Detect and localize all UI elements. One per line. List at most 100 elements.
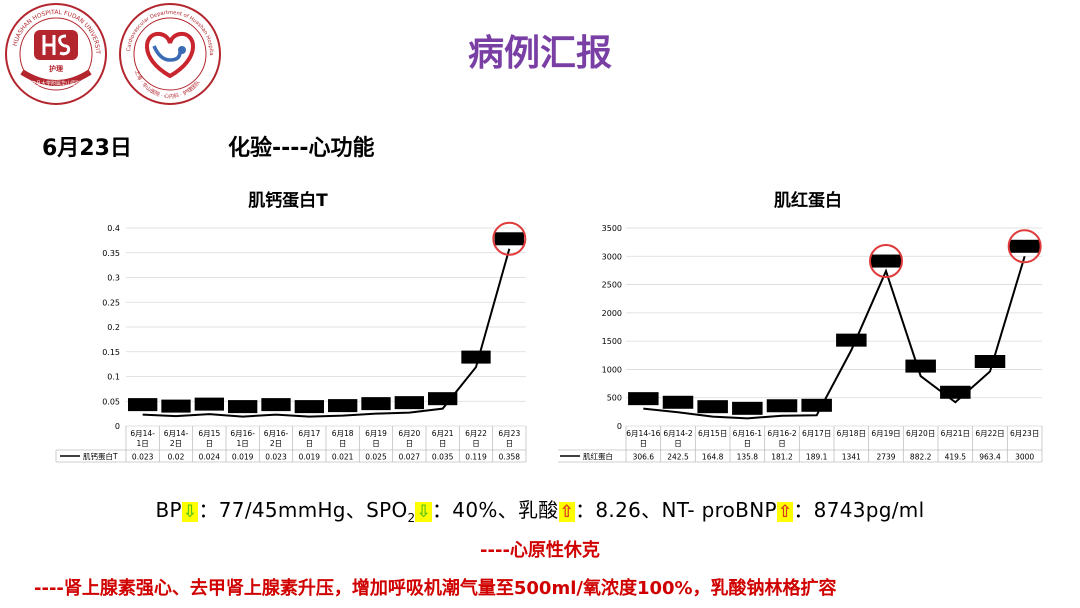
spo2-value: ：40%、 xyxy=(432,498,518,522)
data-point-marker xyxy=(394,396,424,410)
series-line xyxy=(142,248,511,418)
x-category-label: 6月19 xyxy=(365,429,387,438)
x-category-label: 6月18 xyxy=(332,429,354,438)
x-category-label: 6月14- xyxy=(130,429,155,438)
spo2-label: SPO xyxy=(366,498,408,522)
x-category-label: 1日 xyxy=(237,439,249,448)
down-arrow-icon: ⇩ xyxy=(181,502,199,522)
x-category-label: 日 xyxy=(778,439,786,448)
x-category-label: 6月21日 xyxy=(941,429,970,438)
data-table-value: 2739 xyxy=(876,453,895,462)
data-table-value: 0.027 xyxy=(399,453,421,462)
chart-title: 肌钙蛋白T xyxy=(248,191,328,211)
data-point-marker xyxy=(974,354,1006,368)
data-table-value: 0.035 xyxy=(432,453,454,462)
data-table-value: 0.024 xyxy=(199,453,221,462)
data-table-value: 882.2 xyxy=(910,453,932,462)
x-category-label: 1日 xyxy=(137,439,149,448)
data-table-value: 306.6 xyxy=(633,453,655,462)
y-tick-label: 0.35 xyxy=(102,249,120,258)
spo2-subscript: 2 xyxy=(407,511,416,525)
vital-signs-line: BP⇩：77/45mmHg、SPO2⇩：40%、乳酸⇧：8.26、NT- pro… xyxy=(0,494,1080,525)
page-title: 病例汇报 xyxy=(467,33,612,74)
data-table-value: 1341 xyxy=(842,453,861,462)
data-point-marker xyxy=(161,399,191,413)
lactate-value: ：8.26、 xyxy=(575,498,662,522)
x-category-label: 6月18日 xyxy=(837,429,866,438)
x-category-label: 2日 xyxy=(270,439,282,448)
x-category-label: 6月19日 xyxy=(871,429,900,438)
x-category-label: 日 xyxy=(640,439,648,448)
lactate-label: 乳酸 xyxy=(517,498,559,522)
data-point-marker xyxy=(428,392,458,406)
data-point-marker xyxy=(194,397,224,411)
legend-label: 肌钙蛋白T xyxy=(83,451,118,461)
bp-label: BP xyxy=(155,498,182,522)
x-category-label: 日 xyxy=(506,439,514,448)
data-point-marker xyxy=(494,232,524,246)
svg-text:护理: 护理 xyxy=(49,64,63,73)
x-category-label: 6月16- xyxy=(264,429,289,438)
chart-title: 肌红蛋白 xyxy=(774,191,842,211)
x-category-label: 6月16- xyxy=(230,429,255,438)
x-category-label: 6月14-2 xyxy=(663,429,693,438)
bp-value: ：77/45mmHg、 xyxy=(198,498,367,522)
x-category-label: 日 xyxy=(472,439,480,448)
data-table-value: 0.358 xyxy=(499,453,521,462)
data-point-marker xyxy=(1009,239,1040,253)
cardiology-department-logo: Cardiovascular Department of Huashan Hos… xyxy=(118,2,221,105)
data-table-value: 135.8 xyxy=(737,453,759,462)
troponin-t-chart: 肌钙蛋白T 0 0.05 0.1 0.15 0.2 0.25 0.3 0.35 0.4 6月14-… xyxy=(28,182,548,472)
report-date: 6月23日 xyxy=(42,136,132,161)
data-table-value: 242.5 xyxy=(667,453,689,462)
data-point-marker xyxy=(294,400,324,414)
diagnosis-conclusion: ----心原性休克 xyxy=(480,540,600,561)
y-tick-label: 0.05 xyxy=(102,397,120,406)
data-table-value: 963.4 xyxy=(979,453,1001,462)
data-table-value: 0.025 xyxy=(365,453,387,462)
data-table-value: 0.023 xyxy=(265,453,287,462)
data-point-marker xyxy=(766,399,798,413)
highlight-circle xyxy=(869,244,903,279)
data-point-marker xyxy=(461,350,491,364)
x-category-label: 2日 xyxy=(170,439,182,448)
data-point-marker xyxy=(940,385,971,399)
myoglobin-chart-plot: 05001000150020002500300035006月14-16日306.… xyxy=(558,224,1043,463)
x-category-label: 6月17 xyxy=(298,429,320,438)
y-tick-label: 1500 xyxy=(602,337,622,346)
x-category-label: 6月20 xyxy=(398,429,420,438)
data-table-value: 0.019 xyxy=(232,453,254,462)
huashan-hospital-logo: HUASHAN HOSPITAL FUDAN UNIVERSITY 护理 复旦大… xyxy=(4,2,107,105)
y-tick-label: 0.15 xyxy=(102,348,120,357)
data-table-value: 0.023 xyxy=(132,453,154,462)
data-table-value: 419.5 xyxy=(945,453,967,462)
y-tick-label: 0.1 xyxy=(107,373,120,382)
up-arrow-icon: ⇧ xyxy=(776,502,794,522)
y-tick-label: 0.4 xyxy=(107,224,120,233)
x-category-label: 6月16-1 xyxy=(733,429,763,438)
highlight-circle xyxy=(492,221,527,256)
data-table-value: 0.02 xyxy=(168,453,185,462)
x-category-label: 日 xyxy=(439,439,447,448)
x-category-label: 日 xyxy=(206,439,214,448)
x-category-label: 日 xyxy=(406,439,414,448)
data-point-marker xyxy=(628,392,659,406)
x-category-label: 日 xyxy=(744,439,752,448)
data-point-marker xyxy=(836,333,867,347)
y-tick-label: 0 xyxy=(617,422,622,431)
x-category-label: 6月21 xyxy=(432,429,454,438)
x-category-label: 日 xyxy=(674,439,682,448)
svg-text:复旦大学附属华山医院: 复旦大学附属华山医院 xyxy=(31,80,81,87)
data-point-marker xyxy=(261,398,291,412)
data-point-marker xyxy=(801,398,832,412)
y-tick-label: 2000 xyxy=(602,309,622,318)
y-tick-label: 0 xyxy=(115,422,120,431)
legend-label: 肌红蛋白 xyxy=(583,451,613,461)
data-point-marker xyxy=(361,397,391,411)
data-point-marker xyxy=(662,395,694,409)
myoglobin-chart: 肌红蛋白 0 500 1000 1500 2000 2500 3000 3500 6月14-16… xyxy=(558,182,1058,472)
x-category-label: 6月23 xyxy=(498,429,520,438)
data-table-value: 0.019 xyxy=(299,453,321,462)
y-tick-label: 3000 xyxy=(602,252,622,261)
x-category-label: 日 xyxy=(306,439,314,448)
